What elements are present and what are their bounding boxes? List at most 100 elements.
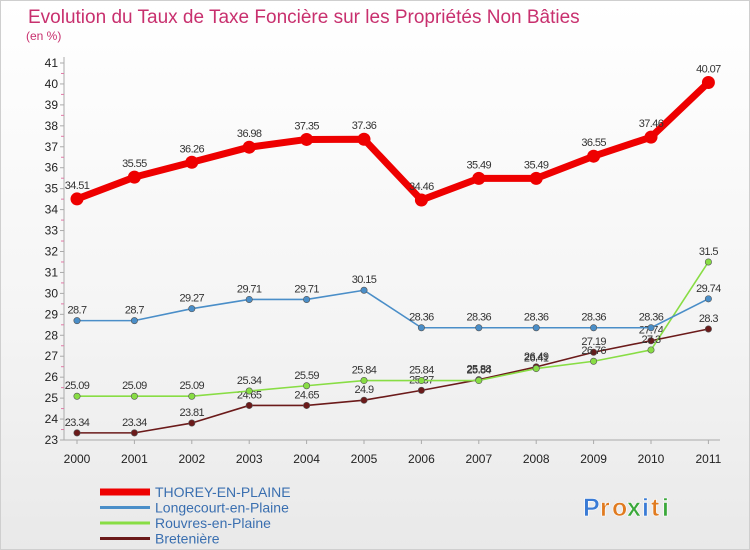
legend-item-0: THOREY-EN-PLAINE [100, 484, 291, 500]
data-point [532, 324, 540, 332]
data-point [303, 382, 311, 390]
y-tick-label: 25 [45, 391, 59, 405]
logo-letter: o [612, 494, 627, 522]
y-tick-label: 24 [45, 412, 59, 426]
data-label: 34.46 [409, 181, 434, 193]
legend-item-3: Bretenière [100, 531, 220, 547]
data-point [704, 295, 712, 303]
data-label: 25.09 [65, 380, 90, 392]
data-point [647, 346, 655, 354]
data-label: 23.34 [122, 417, 147, 429]
series-line [73, 78, 712, 204]
data-point [417, 377, 425, 385]
data-point [647, 324, 655, 332]
data-point [127, 170, 141, 184]
data-point [303, 295, 311, 303]
data-point [242, 140, 256, 154]
data-label: 25.34 [237, 375, 262, 387]
data-label: 37.35 [294, 120, 319, 132]
data-label: 29.27 [180, 293, 205, 305]
y-tick-label: 37 [45, 140, 59, 154]
x-tick-label: 2002 [178, 452, 205, 466]
legend-label: Rouvres-en-Plaine [155, 515, 271, 531]
data-point [704, 325, 712, 333]
data-point [701, 75, 715, 89]
data-point [188, 305, 196, 313]
data-point [590, 357, 598, 365]
legend-label: Longecourt-en-Plaine [155, 500, 289, 516]
data-label: 37.46 [639, 118, 664, 130]
data-point [130, 429, 138, 437]
data-point [590, 348, 598, 356]
x-tick-label: 2005 [351, 452, 378, 466]
data-point [245, 401, 253, 409]
series-line [76, 328, 710, 434]
data-point [360, 377, 368, 385]
data-point [360, 286, 368, 294]
x-tick-label: 2008 [523, 452, 550, 466]
data-label: 28.36 [409, 312, 434, 324]
data-point [587, 149, 601, 163]
legend-item-1: Longecourt-en-Plaine [100, 500, 289, 516]
data-label: 26.76 [581, 345, 606, 357]
data-label: 23.34 [65, 417, 90, 429]
x-tick-label: 2001 [121, 452, 148, 466]
x-tick-label: 2003 [236, 452, 263, 466]
data-point [357, 132, 371, 146]
y-tick-label: 38 [45, 119, 59, 133]
y-tick-label: 30 [45, 286, 59, 300]
logo-letter: x [627, 494, 641, 522]
data-label: 34.51 [65, 180, 90, 192]
logo-letter: P [583, 494, 600, 522]
y-tick-label: 29 [45, 307, 59, 321]
data-point [644, 130, 658, 144]
x-tick-label: 2011 [695, 452, 721, 466]
logo-letter: i [662, 494, 669, 522]
y-tick-label: 40 [45, 77, 59, 91]
data-point [475, 377, 483, 385]
data-point [130, 392, 138, 400]
data-label: 24.65 [237, 389, 262, 401]
data-label: 28.7 [67, 305, 86, 317]
data-point [472, 171, 486, 185]
data-point [647, 337, 655, 345]
data-label: 28.7 [125, 305, 144, 317]
data-label: 25.09 [180, 380, 205, 392]
data-label: 35.49 [467, 159, 492, 171]
x-tick-label: 2006 [408, 452, 435, 466]
data-label: 31.5 [699, 246, 718, 258]
data-point [475, 324, 483, 332]
data-label: 25.84 [467, 365, 492, 377]
data-point [300, 132, 314, 146]
y-tick-label: 33 [45, 224, 59, 238]
y-tick-label: 41 [45, 56, 59, 70]
data-label: 37.36 [352, 120, 377, 132]
logo-letter: r [600, 494, 610, 522]
data-point [303, 401, 311, 409]
data-point [73, 317, 81, 325]
data-label: 36.55 [581, 137, 606, 149]
series-line [76, 261, 710, 398]
data-label: 27.3 [641, 334, 660, 346]
y-tick-label: 34 [45, 203, 59, 217]
series-0: 34.51 35.55 36.26 36.98 37.35 37.36 34.46 35.49… [65, 63, 722, 207]
data-label: 25.59 [294, 370, 319, 382]
legend: THOREY-EN-PLAINELongecourt-en-PlaineRouv… [100, 484, 291, 547]
series-layer: 23.3423.3423.8124.6524.6524.925.3725.882… [65, 63, 722, 437]
data-label: 28.36 [467, 312, 492, 324]
data-label: 28.3 [699, 313, 718, 325]
chart-subtitle: (en %) [26, 29, 61, 43]
logo-letter: i [642, 494, 649, 522]
y-tick-label: 26 [45, 370, 59, 384]
data-label: 30.15 [352, 274, 377, 286]
y-tick-label: 31 [45, 265, 59, 279]
data-point [130, 317, 138, 325]
logo-letter: t [651, 494, 660, 522]
data-label: 25.84 [352, 365, 377, 377]
axes: 23 24 25 26 27 28 29 30 31 32 33 34 35 36 37 38 39 40 41 20… [45, 56, 722, 466]
series-line [76, 289, 710, 329]
data-point [245, 387, 253, 395]
data-point [417, 386, 425, 394]
